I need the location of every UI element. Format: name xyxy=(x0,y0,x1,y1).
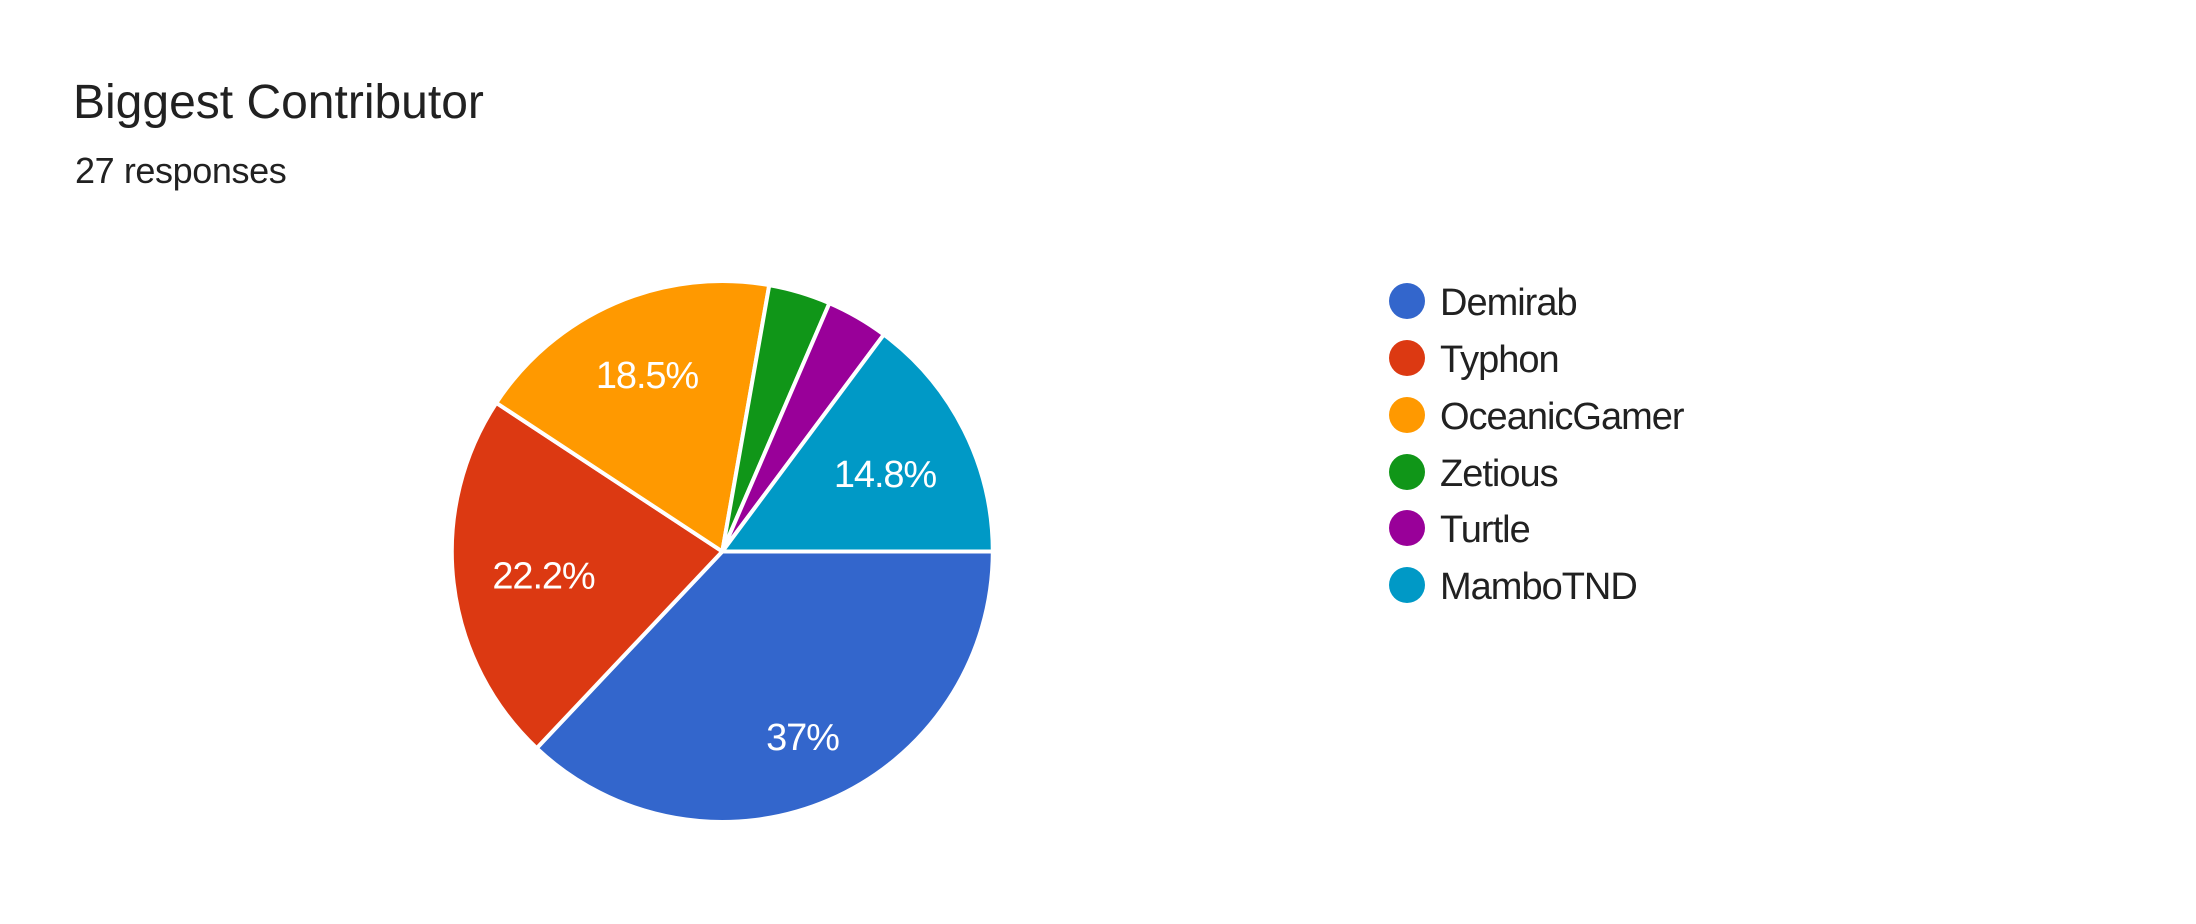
svg-text:37%: 37% xyxy=(766,717,839,759)
svg-text:22.2%: 22.2% xyxy=(492,555,595,597)
svg-text:14.8%: 14.8% xyxy=(834,454,937,496)
svg-text:18.5%: 18.5% xyxy=(596,355,699,397)
